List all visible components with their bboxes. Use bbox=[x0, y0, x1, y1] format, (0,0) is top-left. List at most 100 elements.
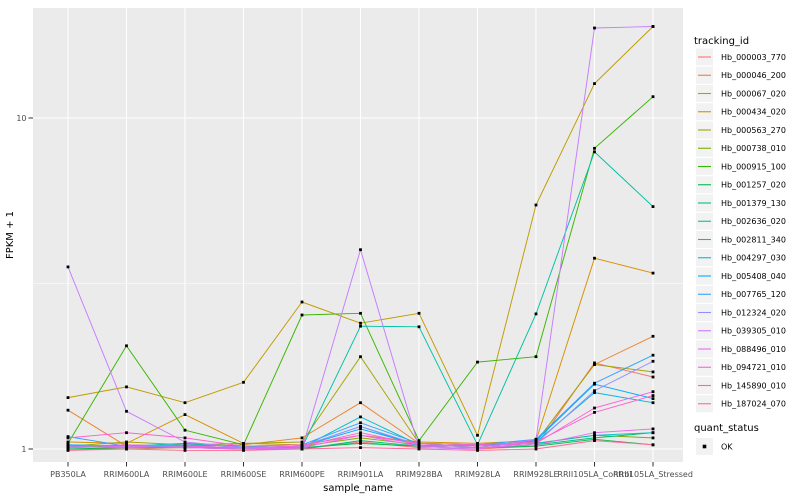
legend-key-point bbox=[702, 444, 707, 449]
data-point bbox=[593, 26, 596, 30]
data-point bbox=[359, 415, 362, 419]
data-point bbox=[651, 375, 655, 379]
y-tick-label: 1 bbox=[21, 445, 26, 454]
data-point bbox=[651, 359, 655, 363]
legend-label: Hb_088496_010 bbox=[721, 345, 786, 354]
data-point bbox=[183, 444, 187, 448]
data-point bbox=[183, 446, 187, 449]
data-point bbox=[359, 446, 362, 449]
data-point bbox=[651, 431, 655, 435]
data-point bbox=[651, 271, 655, 275]
data-point bbox=[66, 449, 70, 452]
x-tick-label: RRIM901LA bbox=[338, 470, 384, 479]
data-point bbox=[651, 95, 655, 99]
data-point bbox=[125, 443, 128, 447]
data-point bbox=[125, 440, 128, 444]
x-tick-label: PB350LA bbox=[50, 470, 86, 479]
data-point bbox=[359, 436, 362, 440]
x-tick-label: RRIM928LA bbox=[455, 470, 501, 479]
data-point bbox=[417, 442, 421, 445]
legend-label: Hb_004297_030 bbox=[721, 254, 786, 263]
data-point bbox=[359, 311, 362, 315]
legend-label: Hb_000434_020 bbox=[721, 108, 786, 117]
data-point bbox=[593, 391, 596, 394]
legend-label-ok: OK bbox=[721, 443, 733, 452]
legend-label: Hb_145890_010 bbox=[721, 381, 786, 390]
data-point bbox=[651, 427, 655, 431]
data-point bbox=[300, 300, 304, 304]
data-point bbox=[593, 146, 596, 150]
data-point bbox=[359, 439, 362, 442]
legend-title-quant-status: quant_status bbox=[694, 423, 759, 434]
data-point bbox=[534, 447, 538, 451]
y-tick-label: 10 bbox=[16, 114, 26, 123]
data-point bbox=[417, 311, 421, 315]
data-point bbox=[125, 385, 128, 389]
data-point bbox=[183, 401, 187, 405]
data-point bbox=[593, 256, 596, 260]
x-tick-label: RRIM600SE bbox=[221, 470, 267, 479]
data-point bbox=[359, 421, 362, 425]
data-point bbox=[651, 401, 655, 405]
data-point bbox=[242, 444, 245, 448]
legend-label: Hb_012324_020 bbox=[721, 308, 786, 317]
data-point bbox=[651, 25, 655, 28]
x-tick-label: RRIM600LE bbox=[162, 470, 207, 479]
data-point bbox=[593, 363, 596, 366]
x-tick-label: RRII105LA_Stressed bbox=[613, 470, 693, 479]
data-point bbox=[183, 436, 187, 440]
data-point bbox=[359, 425, 362, 428]
legend-label: Hb_001257_020 bbox=[721, 181, 786, 190]
legend-label: Hb_000563_270 bbox=[721, 126, 786, 135]
data-point bbox=[242, 380, 245, 384]
data-point bbox=[66, 265, 70, 269]
data-point bbox=[593, 431, 596, 435]
data-point bbox=[66, 408, 70, 412]
data-point bbox=[593, 82, 596, 85]
data-point bbox=[534, 355, 538, 359]
legend-label: Hb_002811_340 bbox=[721, 235, 786, 244]
data-point bbox=[476, 433, 479, 437]
data-point bbox=[359, 427, 362, 431]
data-point bbox=[359, 442, 362, 445]
data-point bbox=[651, 353, 655, 357]
legend-label: Hb_000738_010 bbox=[721, 144, 786, 153]
data-point bbox=[651, 390, 655, 394]
data-point bbox=[183, 449, 187, 452]
data-point bbox=[593, 389, 596, 393]
data-point bbox=[66, 396, 70, 399]
data-point bbox=[651, 443, 655, 447]
data-point bbox=[593, 406, 596, 410]
data-point bbox=[651, 397, 655, 400]
data-point bbox=[300, 436, 304, 440]
data-point bbox=[593, 381, 596, 385]
data-point bbox=[534, 203, 538, 207]
data-point bbox=[651, 370, 655, 374]
data-point bbox=[476, 443, 479, 447]
data-point bbox=[300, 313, 304, 317]
legend-label: Hb_000003_770 bbox=[721, 53, 786, 62]
data-point bbox=[417, 325, 421, 329]
x-axis-title: sample_name bbox=[323, 483, 393, 494]
data-point bbox=[359, 248, 362, 252]
legend-label: Hb_001379_130 bbox=[721, 199, 786, 208]
data-point bbox=[242, 446, 245, 449]
x-tick-label: RRIM600LA bbox=[104, 470, 150, 479]
data-point bbox=[359, 431, 362, 435]
data-point bbox=[359, 321, 362, 325]
data-point bbox=[476, 449, 479, 452]
data-point bbox=[593, 433, 596, 437]
data-point bbox=[476, 446, 479, 449]
data-point bbox=[651, 394, 655, 397]
data-point bbox=[593, 150, 596, 154]
legend-label: Hb_000046_200 bbox=[721, 71, 786, 80]
data-point bbox=[651, 334, 655, 338]
data-point bbox=[417, 447, 421, 451]
data-point bbox=[359, 355, 362, 359]
legend-label: Hb_000915_100 bbox=[721, 162, 786, 171]
data-point bbox=[125, 344, 128, 348]
legend-label: Hb_007765_120 bbox=[721, 290, 786, 299]
data-point bbox=[534, 437, 538, 441]
